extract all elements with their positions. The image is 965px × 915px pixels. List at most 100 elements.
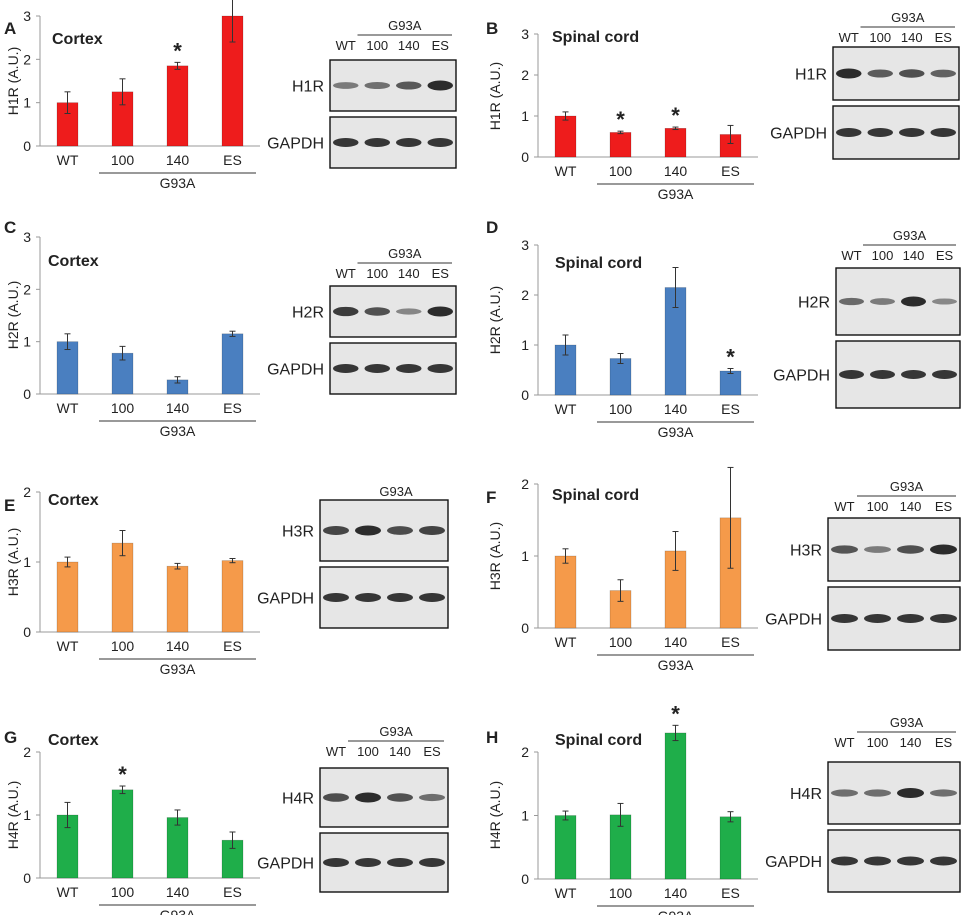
blot-row-label: GAPDH [765,612,822,629]
panel-letter: E [4,496,15,515]
x-tick-label: WT [555,634,577,650]
group-label: G93A [160,423,196,439]
blot-band [396,138,422,147]
blot-band [930,614,957,623]
blot-band [355,593,381,602]
blot-band [396,364,422,373]
blot-band [831,856,858,866]
bar-100 [111,542,134,633]
blot-row-label: GAPDH [773,368,830,385]
y-tick-label: 2 [521,67,529,83]
blot-band [930,544,957,555]
blot-band [839,370,864,379]
y-tick-label: 1 [23,807,31,823]
blot-row-label: H1R [292,79,324,96]
group-label: G93A [658,657,694,673]
significance-marker: * [726,345,735,370]
blot-band [864,789,891,797]
blot-lane-label: 100 [366,266,388,281]
blot-band [864,856,891,866]
bar-140 [664,128,687,158]
group-label: G93A [160,661,196,677]
blot-row-label: H3R [790,543,822,560]
panel-title: Cortex [52,31,103,48]
blot-lane-label: 140 [901,30,923,45]
blot-group-label: G93A [388,246,422,261]
blot-band [427,306,453,317]
blot-band [355,525,381,536]
y-tick-label: 1 [521,808,529,824]
blot-band [333,138,359,147]
y-tick-label: 0 [521,149,529,165]
bar-wt [56,561,79,633]
blot-band [323,593,349,602]
blot-band [864,546,891,553]
blot-lane-label: ES [935,735,953,750]
x-tick-label: 100 [111,638,135,654]
x-tick-label: WT [57,400,79,416]
blot-lane-label: 100 [869,30,891,45]
blot-band [427,364,453,373]
blot-row-label: GAPDH [267,362,324,379]
blot-band [932,298,957,305]
blot-band [932,370,957,379]
blot-band [355,858,381,867]
blot-row-label: H4R [790,786,822,803]
y-axis-label: H2R (A.U.) [487,286,503,354]
group-label: G93A [658,908,694,915]
blot-band [323,793,349,802]
y-tick-label: 1 [521,548,529,564]
panel-f: F 0 1 2 H3R (A.U.) Spinal cord WT 100 140 ES G93A W… [486,466,961,673]
bar-es [221,333,244,395]
x-tick-label: 140 [166,152,190,168]
panel-title: Spinal cord [552,487,639,504]
blot-lane-label: WT [326,744,346,759]
blot-band [867,128,893,137]
blot-row-label: GAPDH [257,591,314,608]
blot-band [396,308,422,315]
panel-letter: C [4,218,16,237]
blot-band [864,614,891,623]
blot-band [930,69,956,78]
blot-group-label: G93A [379,484,413,499]
y-tick-label: 2 [521,287,529,303]
blot-band [419,525,445,536]
bar-100 [111,789,134,879]
y-tick-label: 1 [23,554,31,570]
blot-band [836,68,862,79]
blot-band [899,69,925,78]
y-axis-label: H1R (A.U.) [487,62,503,130]
blot-band [387,793,413,802]
y-tick-label: 1 [23,334,31,350]
blot-row-label: GAPDH [257,856,314,873]
blot-group-label: G93A [890,715,924,730]
x-tick-label: ES [721,634,740,650]
blot-band [333,306,359,317]
panel-c: C 0 1 2 3 H2R (A.U.) Cortex WT 100 140 ES G93A WT 100… [4,218,457,439]
x-tick-label: WT [57,638,79,654]
x-tick-label: ES [223,638,242,654]
blot-band [419,593,445,602]
blot-row-label: H3R [282,524,314,541]
y-axis-label: H1R (A.U.) [5,47,21,115]
x-tick-label: 100 [609,634,633,650]
blot-lane-label: ES [423,744,441,759]
blot-band [930,128,956,137]
group-label: G93A [658,186,694,202]
y-tick-label: 2 [521,476,529,492]
blot-band [831,614,858,623]
blot-band [364,307,390,316]
blot-row-label: GAPDH [765,854,822,871]
blot-band [870,370,895,379]
blot-band [427,80,453,91]
x-tick-label: ES [721,401,740,417]
x-tick-label: WT [57,884,79,900]
blot-band [899,128,925,137]
blot-band [427,138,453,147]
y-tick-label: 0 [521,620,529,636]
y-tick-label: 2 [23,281,31,297]
blot-band [930,789,957,797]
blot-lane-label: WT [834,499,854,514]
